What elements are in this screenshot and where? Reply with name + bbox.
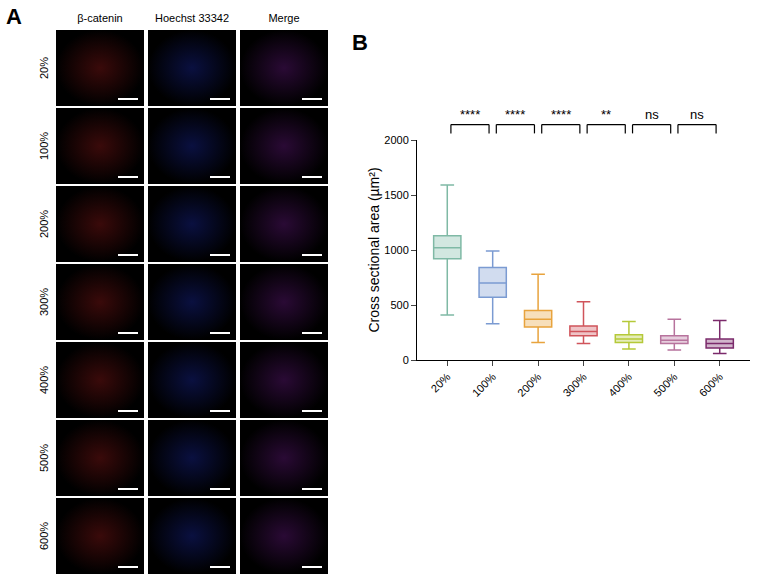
svg-text:200%: 200% bbox=[38, 210, 50, 238]
svg-text:Hoechst 33342: Hoechst 33342 bbox=[155, 12, 229, 24]
svg-text:600%: 600% bbox=[697, 370, 726, 399]
html-text:B: B bbox=[352, 30, 368, 55]
svg-text:500%: 500% bbox=[651, 370, 680, 399]
svg-text:20%: 20% bbox=[38, 57, 50, 79]
svg-text:A: A bbox=[6, 4, 22, 29]
svg-text:1500: 1500 bbox=[384, 189, 408, 201]
svg-text:300%: 300% bbox=[560, 370, 589, 399]
svg-text:β-catenin: β-catenin bbox=[77, 12, 122, 24]
svg-text:**: ** bbox=[601, 107, 611, 122]
svg-text:500: 500 bbox=[390, 299, 408, 311]
svg-text:400%: 400% bbox=[38, 366, 50, 394]
svg-text:20%: 20% bbox=[429, 370, 453, 394]
svg-text:****: **** bbox=[460, 107, 480, 122]
svg-text:ns: ns bbox=[645, 107, 659, 122]
svg-text:1000: 1000 bbox=[384, 244, 408, 256]
svg-text:2000: 2000 bbox=[384, 134, 408, 146]
svg-text:600%: 600% bbox=[38, 522, 50, 550]
svg-text:200%: 200% bbox=[515, 370, 544, 399]
svg-text:500%: 500% bbox=[38, 444, 50, 472]
svg-text:300%: 300% bbox=[38, 288, 50, 316]
svg-text:0: 0 bbox=[403, 354, 409, 366]
svg-text:****: **** bbox=[551, 107, 571, 122]
svg-text:400%: 400% bbox=[606, 370, 635, 399]
svg-text:Cross sectional area (µm²): Cross sectional area (µm²) bbox=[366, 167, 382, 332]
svg-text:****: **** bbox=[505, 107, 525, 122]
svg-text:ns: ns bbox=[690, 107, 704, 122]
svg-text:100%: 100% bbox=[470, 370, 499, 399]
svg-text:100%: 100% bbox=[38, 132, 50, 160]
svg-text:Merge: Merge bbox=[268, 12, 299, 24]
